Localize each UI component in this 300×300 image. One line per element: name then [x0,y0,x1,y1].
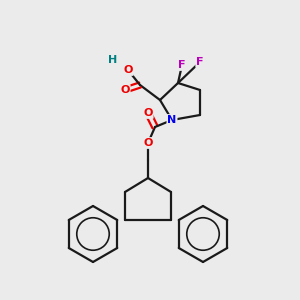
Text: H: H [108,55,118,65]
Text: O: O [143,108,153,118]
Text: N: N [167,115,177,125]
Text: O: O [120,85,130,95]
Text: F: F [178,60,186,70]
Text: O: O [143,138,153,148]
Text: F: F [196,57,204,67]
Text: O: O [123,65,133,75]
